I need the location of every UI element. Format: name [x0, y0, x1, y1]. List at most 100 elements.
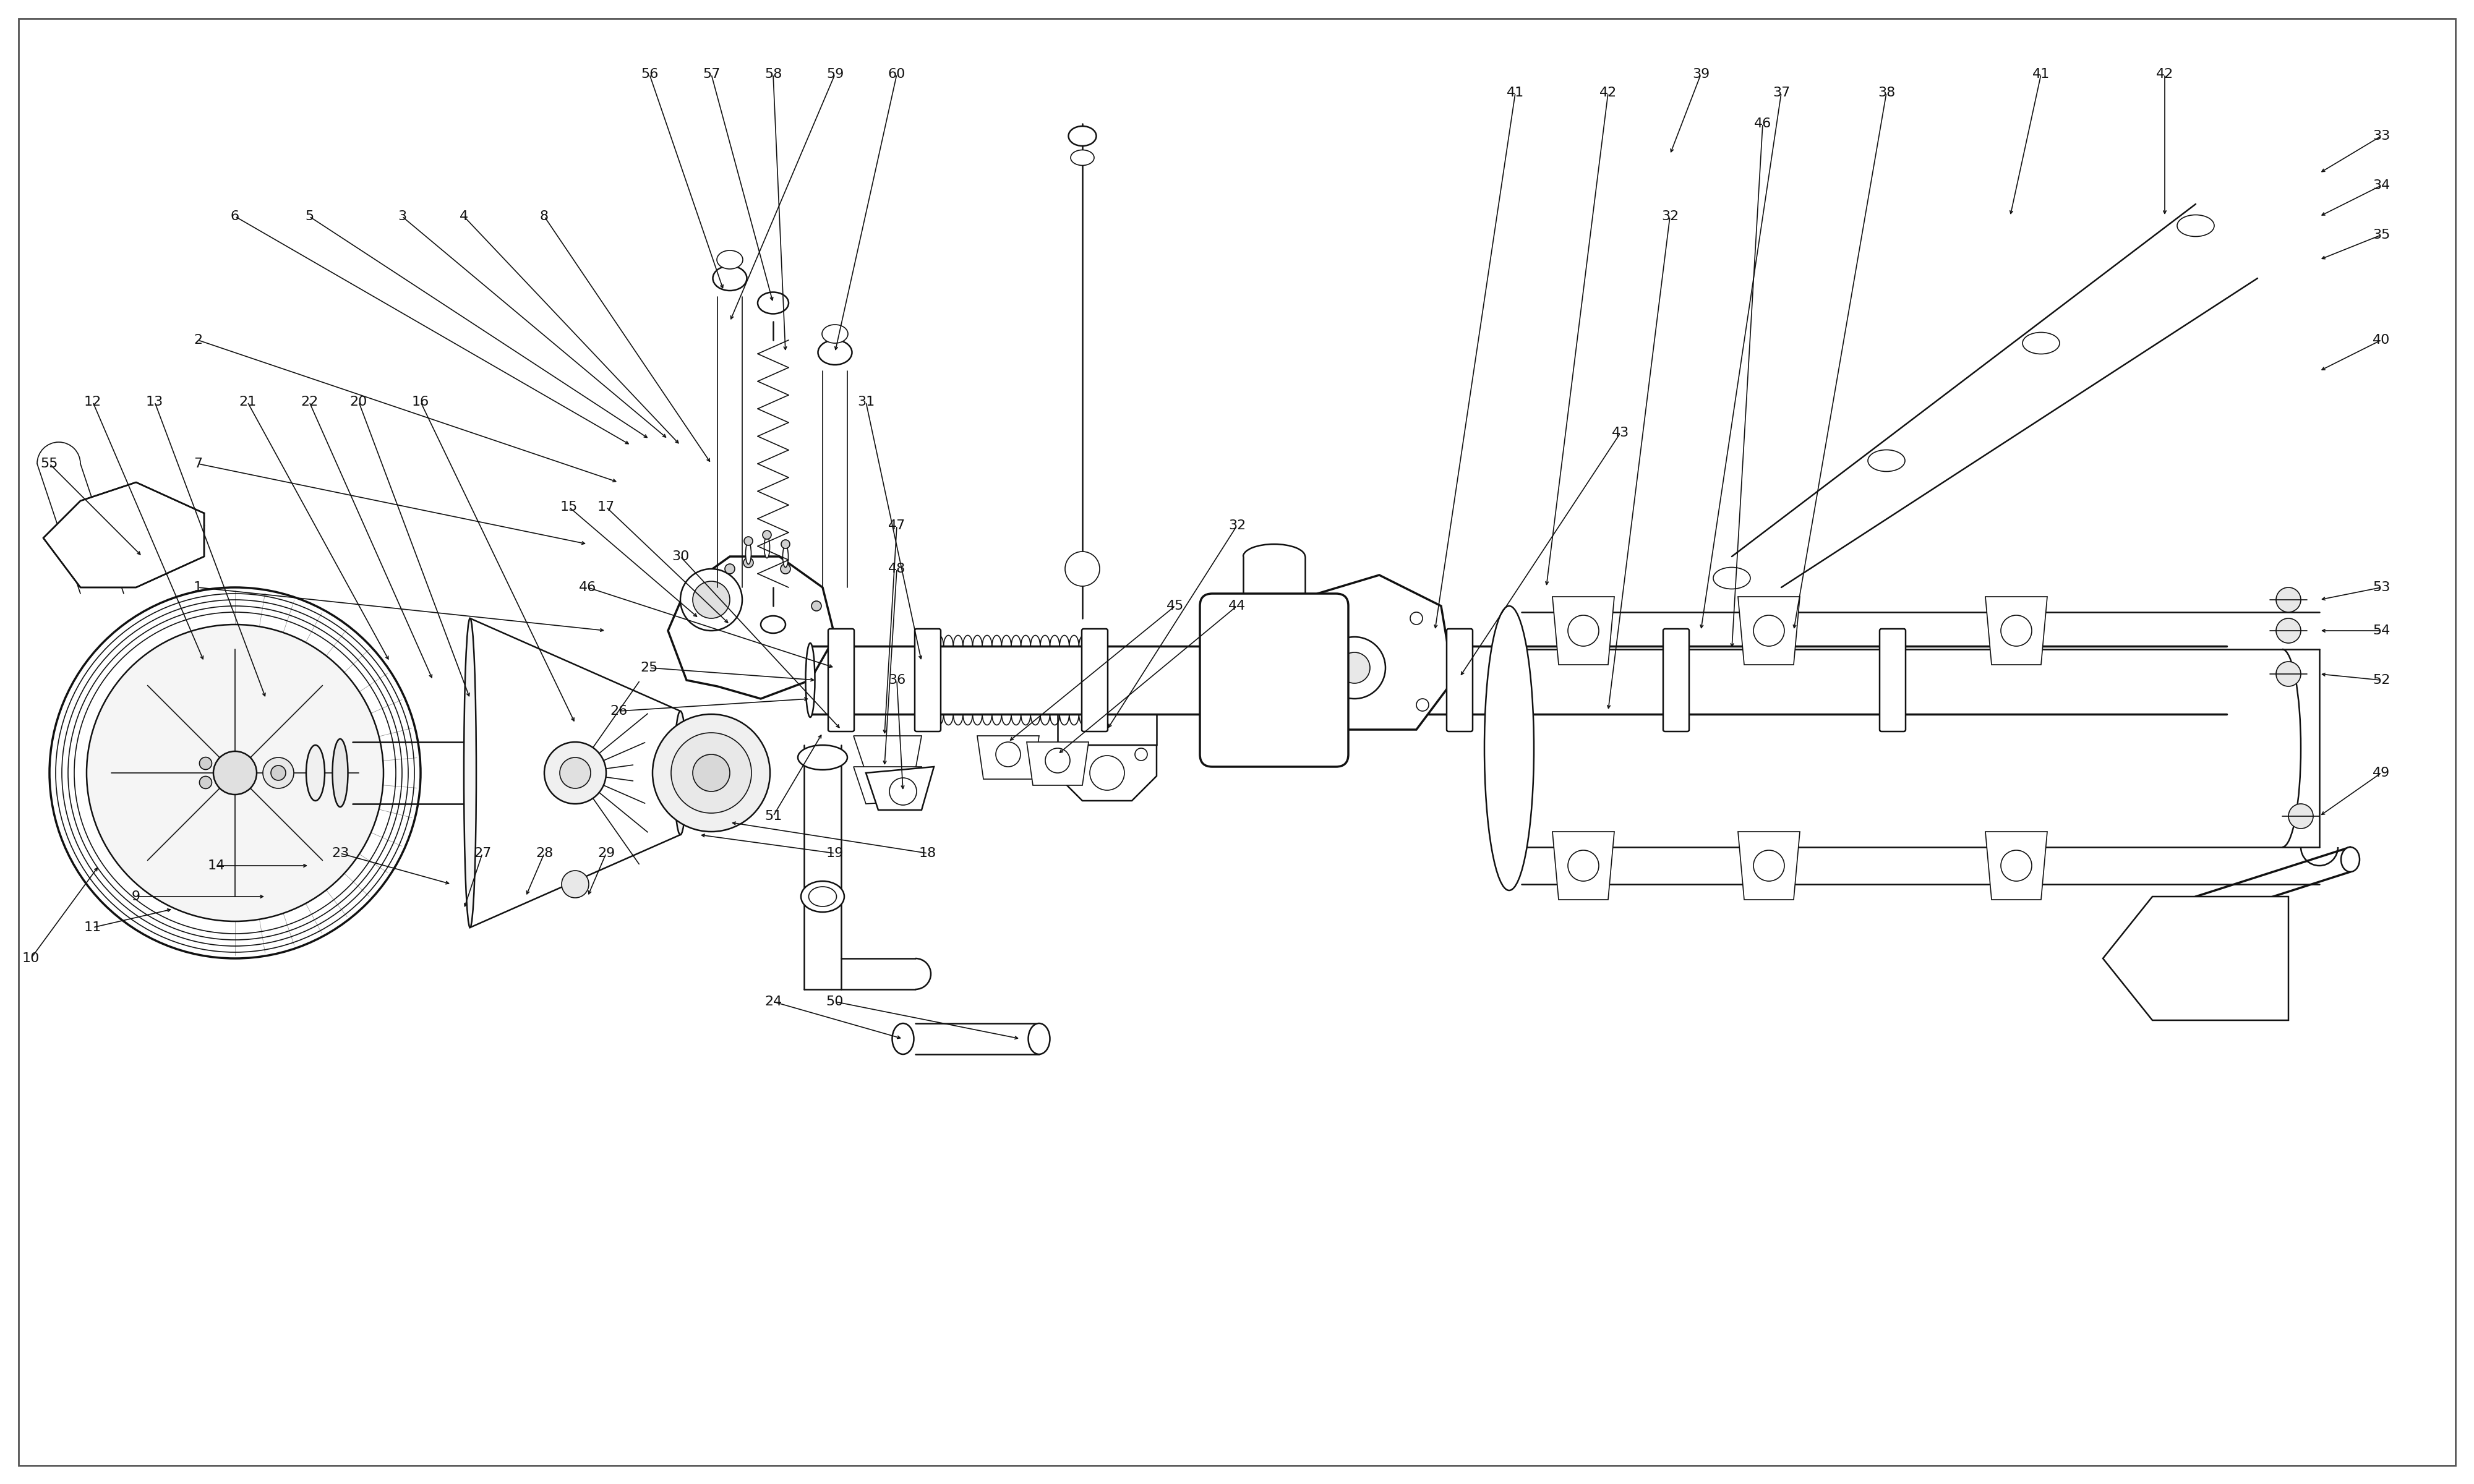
Text: 7: 7	[193, 457, 203, 470]
Circle shape	[544, 742, 606, 804]
Circle shape	[811, 601, 821, 611]
Polygon shape	[1282, 574, 1455, 730]
Polygon shape	[1554, 597, 1613, 665]
Polygon shape	[1984, 831, 2048, 899]
Circle shape	[562, 871, 589, 898]
Circle shape	[653, 714, 769, 831]
Circle shape	[2276, 662, 2301, 686]
Text: 35: 35	[2373, 229, 2390, 240]
Circle shape	[1136, 748, 1148, 760]
Text: 19: 19	[826, 847, 844, 859]
Circle shape	[1257, 662, 1291, 699]
Circle shape	[49, 588, 421, 959]
FancyBboxPatch shape	[1880, 629, 1905, 732]
Circle shape	[1047, 748, 1071, 773]
Text: 49: 49	[2373, 767, 2390, 779]
Circle shape	[2276, 588, 2301, 611]
Circle shape	[2001, 616, 2031, 646]
Polygon shape	[1737, 597, 1801, 665]
Ellipse shape	[893, 1024, 913, 1054]
Polygon shape	[1737, 831, 1801, 899]
Text: 18: 18	[918, 847, 938, 859]
Circle shape	[1217, 616, 1232, 628]
Text: 32: 32	[1227, 519, 1247, 531]
Circle shape	[1316, 733, 1331, 745]
Circle shape	[1338, 653, 1371, 683]
Polygon shape	[1984, 597, 2048, 665]
FancyBboxPatch shape	[1447, 629, 1472, 732]
Polygon shape	[42, 482, 203, 588]
Text: 24: 24	[764, 996, 782, 1008]
Circle shape	[1754, 616, 1784, 646]
Circle shape	[200, 757, 213, 770]
Text: 14: 14	[208, 859, 225, 871]
Text: 54: 54	[2373, 625, 2390, 637]
Text: 27: 27	[473, 847, 492, 859]
Ellipse shape	[782, 546, 789, 567]
Circle shape	[1569, 850, 1598, 881]
Ellipse shape	[2187, 896, 2204, 922]
Circle shape	[995, 742, 1022, 767]
Text: 57: 57	[703, 68, 720, 80]
Ellipse shape	[713, 266, 747, 291]
Text: 48: 48	[888, 562, 905, 574]
Text: 28: 28	[534, 847, 554, 859]
Circle shape	[745, 537, 752, 546]
Ellipse shape	[807, 643, 814, 717]
Text: 30: 30	[670, 551, 690, 562]
Ellipse shape	[1029, 1024, 1049, 1054]
Ellipse shape	[764, 536, 769, 558]
FancyBboxPatch shape	[1230, 629, 1257, 732]
Circle shape	[782, 564, 792, 574]
FancyBboxPatch shape	[1081, 629, 1108, 732]
Ellipse shape	[802, 881, 844, 913]
Ellipse shape	[2177, 215, 2214, 236]
Ellipse shape	[1712, 567, 1752, 589]
Polygon shape	[1554, 831, 1613, 899]
Circle shape	[559, 757, 591, 788]
Text: 46: 46	[1754, 117, 1771, 129]
Text: 55: 55	[40, 457, 59, 470]
Text: 51: 51	[764, 810, 782, 822]
Ellipse shape	[745, 543, 752, 564]
Text: 34: 34	[2373, 180, 2390, 191]
Circle shape	[2288, 804, 2313, 828]
Circle shape	[1410, 611, 1423, 625]
Circle shape	[2001, 850, 2031, 881]
Polygon shape	[470, 619, 680, 927]
Circle shape	[745, 558, 755, 567]
Text: 8: 8	[539, 211, 549, 223]
Text: 46: 46	[579, 582, 596, 594]
Circle shape	[693, 754, 730, 791]
Text: 41: 41	[2031, 68, 2051, 80]
Text: 15: 15	[559, 500, 579, 513]
Polygon shape	[668, 556, 836, 699]
Ellipse shape	[809, 886, 836, 907]
Text: 29: 29	[596, 847, 616, 859]
Text: 5: 5	[304, 211, 314, 223]
Circle shape	[1415, 699, 1430, 711]
Ellipse shape	[1484, 605, 1534, 890]
Ellipse shape	[1069, 126, 1096, 145]
Circle shape	[1306, 699, 1319, 711]
Circle shape	[87, 625, 383, 922]
Ellipse shape	[2024, 332, 2058, 355]
Text: 20: 20	[349, 396, 369, 408]
Text: 21: 21	[238, 396, 257, 408]
Polygon shape	[1059, 745, 1158, 801]
Text: 37: 37	[1771, 86, 1791, 99]
Text: 10: 10	[22, 953, 40, 965]
Text: 31: 31	[856, 396, 876, 408]
Text: 47: 47	[888, 519, 905, 531]
Text: 39: 39	[1692, 68, 1710, 80]
Ellipse shape	[1071, 150, 1094, 165]
Circle shape	[272, 766, 287, 781]
Circle shape	[1066, 748, 1079, 760]
Text: 22: 22	[299, 396, 319, 408]
FancyBboxPatch shape	[1200, 594, 1348, 767]
Text: 16: 16	[411, 396, 430, 408]
Circle shape	[2276, 619, 2301, 643]
Circle shape	[693, 582, 730, 619]
Text: 25: 25	[641, 662, 658, 674]
Circle shape	[725, 564, 735, 574]
